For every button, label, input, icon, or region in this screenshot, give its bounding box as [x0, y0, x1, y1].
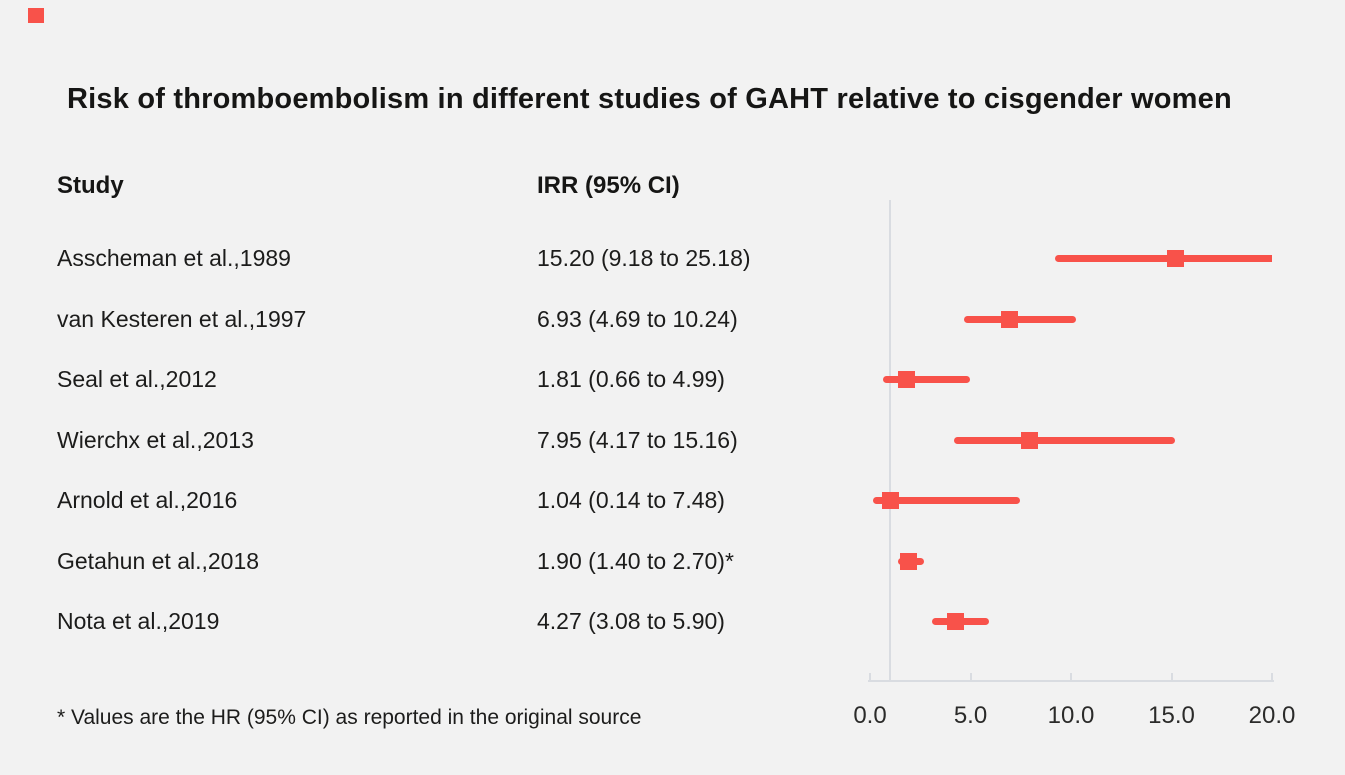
point-estimate-marker — [1000, 310, 1018, 328]
study-label: Seal et al.,2012 — [57, 366, 217, 392]
ci-line — [872, 496, 1021, 504]
study-label: Getahun et al.,2018 — [57, 548, 260, 574]
x-axis-tick — [869, 673, 871, 682]
ci-line — [953, 436, 1175, 444]
irr-value: 1.04 (0.14 to 7.48) — [537, 487, 725, 513]
x-axis-tick — [1070, 673, 1072, 682]
x-axis-tick — [1170, 673, 1173, 682]
reference-line-irr-1 — [889, 200, 891, 682]
irr-value: 1.90 (1.40 to 2.70)* — [537, 548, 734, 574]
irr-value: 6.93 (4.69 to 10.24) — [537, 306, 738, 332]
study-label: Wierchx et al.,2013 — [57, 427, 254, 453]
ci-line — [1054, 254, 1272, 262]
study-label: Arnold et al.,2016 — [57, 487, 238, 513]
column-header-study: Study — [57, 172, 124, 199]
x-axis-tick-label: 10.0 — [1047, 702, 1095, 729]
point-estimate-marker — [897, 370, 915, 388]
irr-value: 15.20 (9.18 to 25.18) — [537, 245, 751, 271]
point-estimate-marker — [899, 552, 917, 570]
irr-value: 4.27 (3.08 to 5.90) — [537, 608, 725, 634]
x-axis-tick — [1271, 673, 1273, 682]
x-axis-tick — [969, 673, 972, 682]
page-title: Risk of thromboembolism in different stu… — [67, 83, 1232, 116]
study-label: Asscheman et al.,1989 — [57, 245, 291, 271]
column-header-irr: IRR (95% CI) — [537, 172, 680, 199]
point-estimate-marker — [1021, 431, 1039, 449]
ci-line — [964, 315, 1076, 323]
x-axis-tick-label: 20.0 — [1248, 702, 1296, 729]
ci-line — [883, 375, 971, 383]
x-axis-tick-label: 15.0 — [1148, 702, 1195, 729]
study-label: Nota et al.,2019 — [57, 608, 220, 634]
point-estimate-marker — [947, 612, 965, 630]
point-estimate-marker — [1167, 249, 1185, 267]
x-axis-tick-label: 0.0 — [853, 702, 887, 729]
point-estimate-marker — [882, 491, 900, 509]
footnote: * Values are the HR (95% CI) as reported… — [57, 706, 642, 729]
irr-value: 1.81 (0.66 to 4.99) — [537, 366, 725, 392]
irr-value: 7.95 (4.17 to 15.16) — [537, 427, 738, 453]
brand-logo-mark — [28, 8, 44, 23]
x-axis-tick-label: 5.0 — [953, 702, 988, 729]
study-label: van Kesteren et al.,1997 — [57, 306, 307, 332]
